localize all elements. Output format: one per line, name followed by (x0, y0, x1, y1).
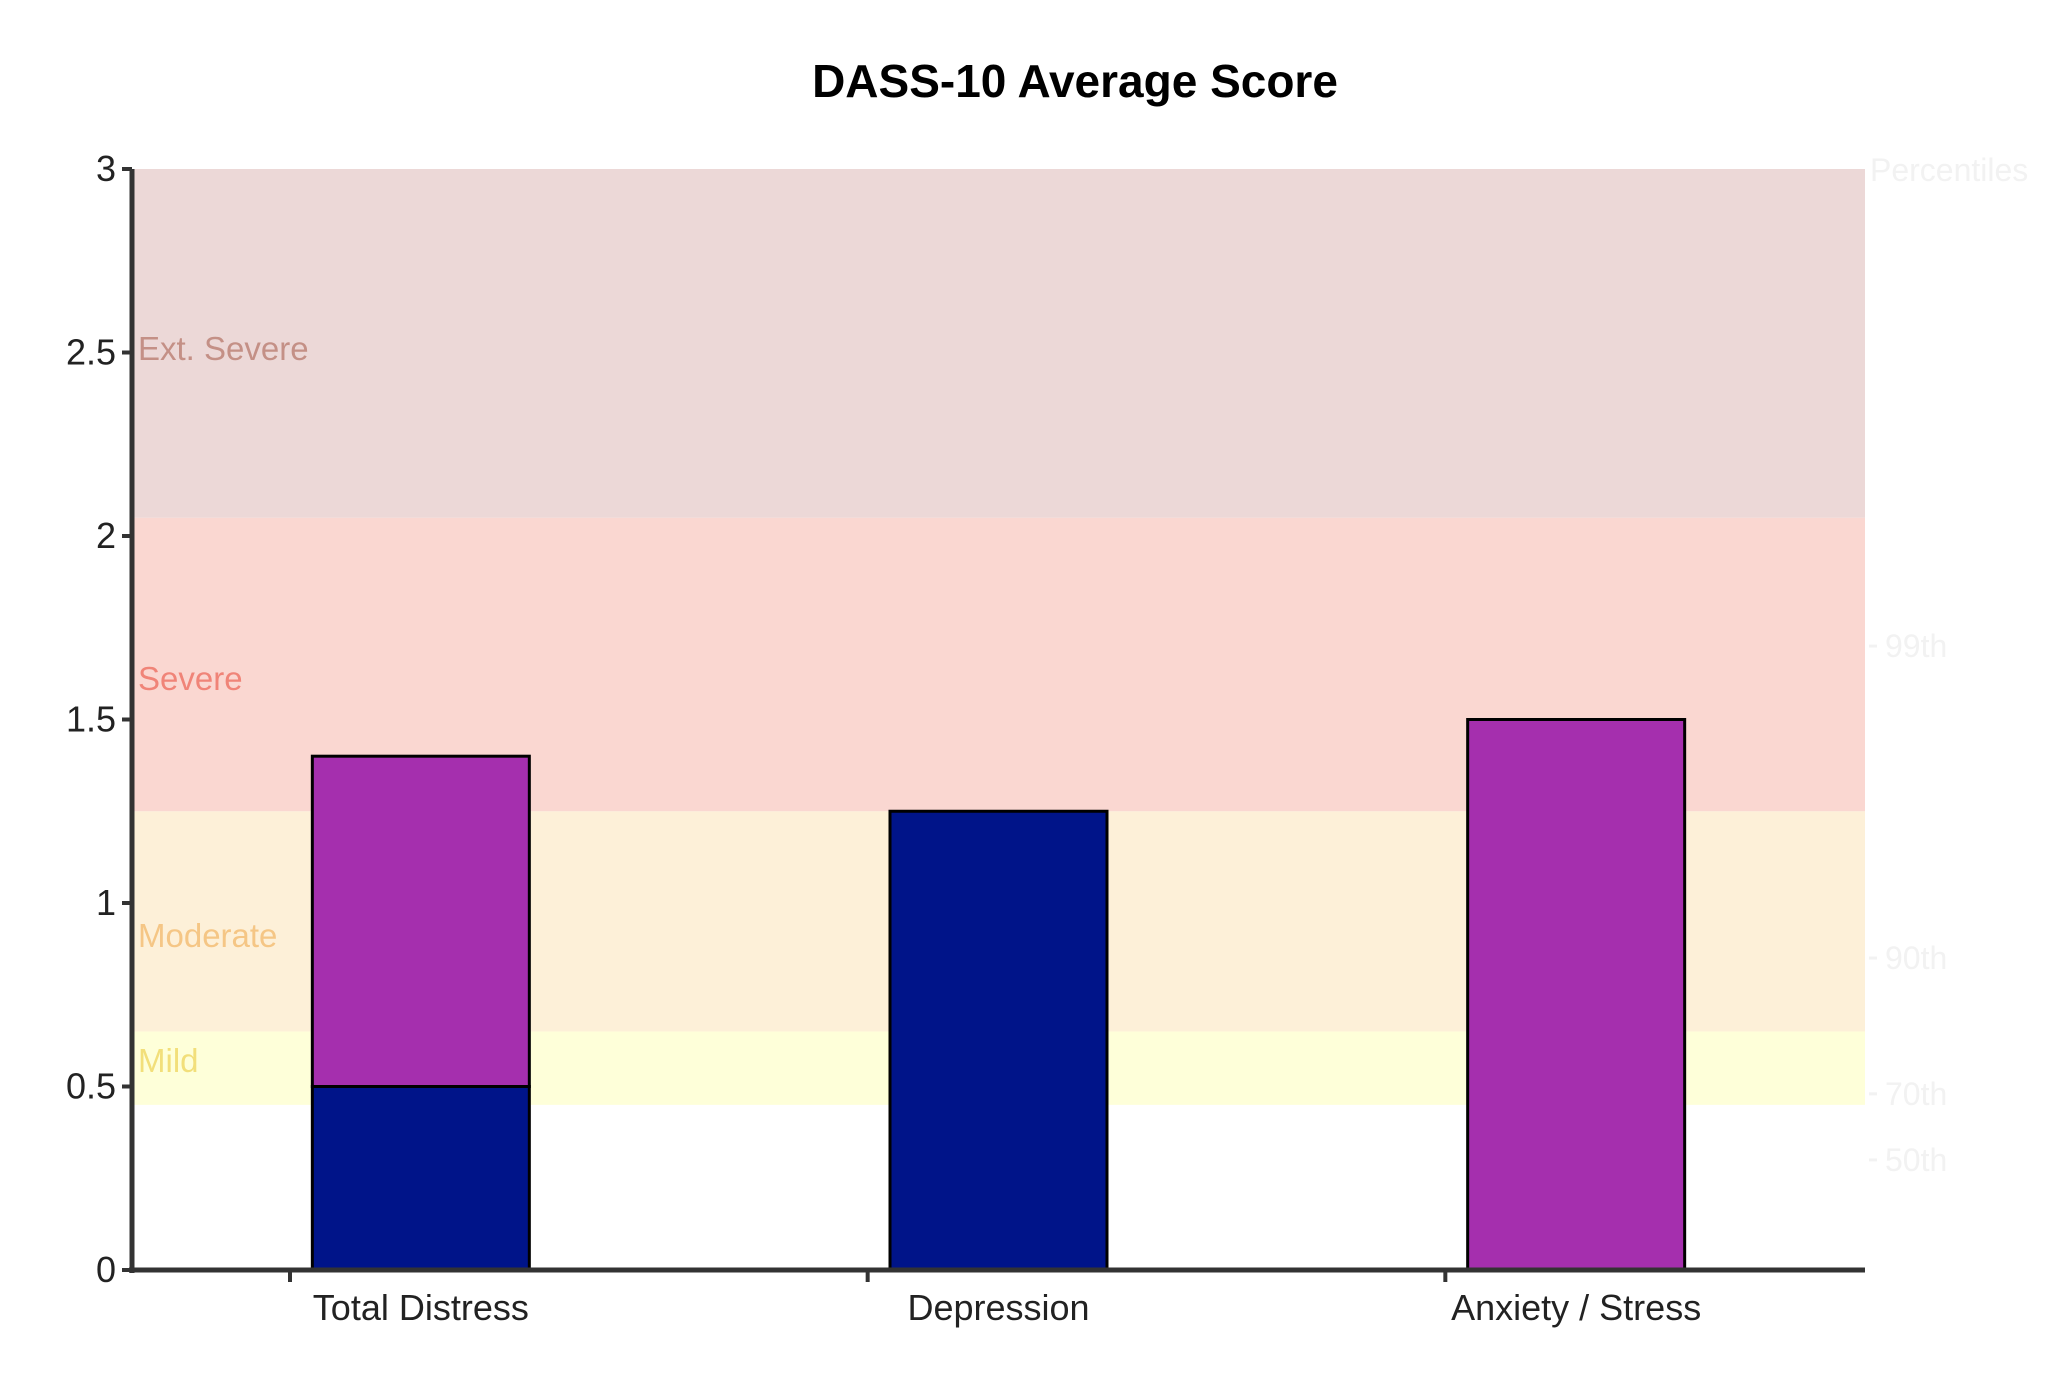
percentile-tick-label: 70th (1885, 1076, 1947, 1112)
percentile-tick-label: 50th (1885, 1142, 1947, 1178)
chart-title: DASS-10 Average Score (812, 55, 1338, 107)
y-tick-label: 1 (96, 882, 116, 923)
band-label: Severe (138, 660, 243, 697)
x-tick-label: Depression (907, 1287, 1089, 1328)
y-tick-label: 2.5 (66, 332, 116, 373)
percentile-tick-label: 99th (1885, 628, 1947, 664)
percentile-tick-label: 90th (1885, 940, 1947, 976)
bar-segment-2 (888, 809, 1109, 1272)
band-ext-severe (132, 169, 1865, 518)
y-tick-label: 3 (96, 148, 116, 189)
bar-segment-3 (1466, 718, 1687, 1272)
y-tick-label: 0.5 (66, 1066, 116, 1107)
y-tick-label: 0 (96, 1249, 116, 1290)
band-label: Ext. Severe (138, 330, 309, 367)
band-label: Mild (138, 1042, 199, 1079)
y-tick-label: 2 (96, 515, 116, 556)
x-tick-label: Total Distress (313, 1287, 529, 1328)
y-tick-label: 1.5 (66, 699, 116, 740)
bar-segment-1 (310, 754, 531, 1088)
labels: 0 0.5 1 1.5 2 2.5 3 Total Distress Depression Anx… (66, 148, 2028, 1328)
axes (122, 167, 1877, 1282)
band-label: Moderate (138, 917, 277, 954)
x-tick-label: Anxiety / Stress (1451, 1287, 1701, 1328)
bar-segment-0 (310, 1085, 531, 1272)
percentile-axis-label: Percentiles (1870, 152, 2028, 188)
bars (310, 718, 1687, 1272)
